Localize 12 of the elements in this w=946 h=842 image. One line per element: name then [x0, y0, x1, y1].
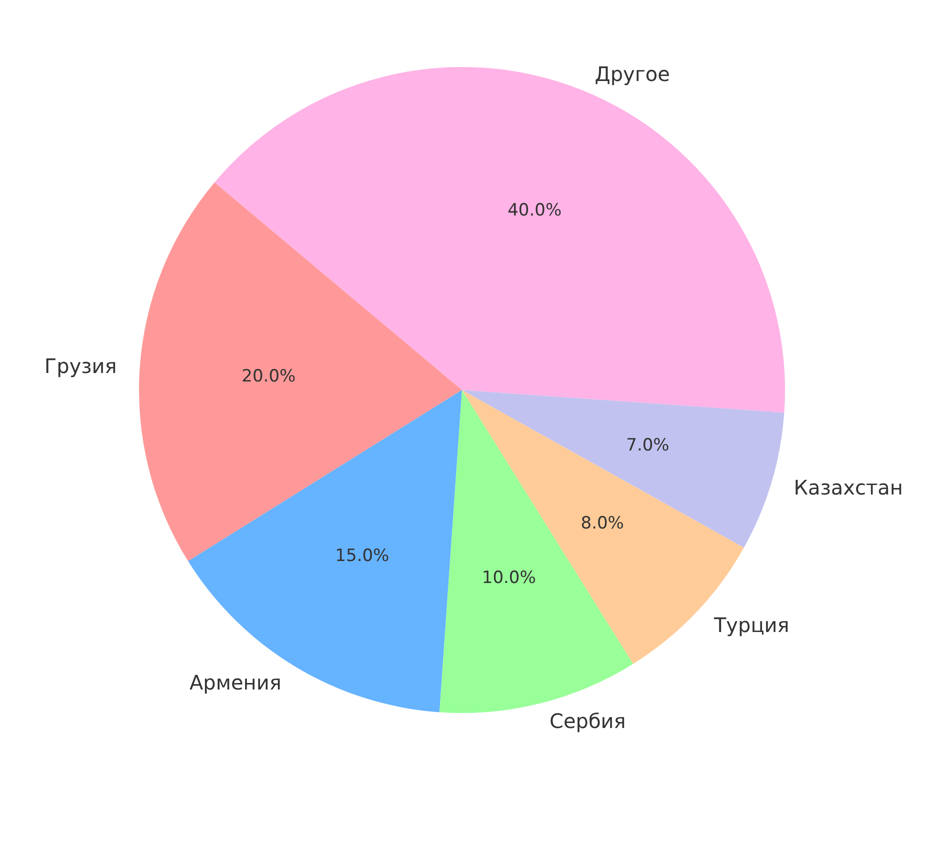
slice-label: Грузия — [44, 354, 117, 378]
data-label: 7.0% — [626, 435, 670, 456]
slice-label: Казахстан — [794, 475, 903, 500]
data-label: 8.0% — [580, 514, 624, 534]
data-label: 20.0% — [242, 366, 296, 386]
data-label: 15.0% — [335, 546, 390, 566]
data-label: 40.0% — [508, 200, 562, 220]
data-label: 10.0% — [482, 568, 536, 588]
slice-label: Другое — [594, 62, 670, 86]
slice-label: Турция — [712, 613, 790, 638]
slice-label: Армения — [189, 670, 282, 694]
slice-label: Сербия — [549, 708, 626, 733]
